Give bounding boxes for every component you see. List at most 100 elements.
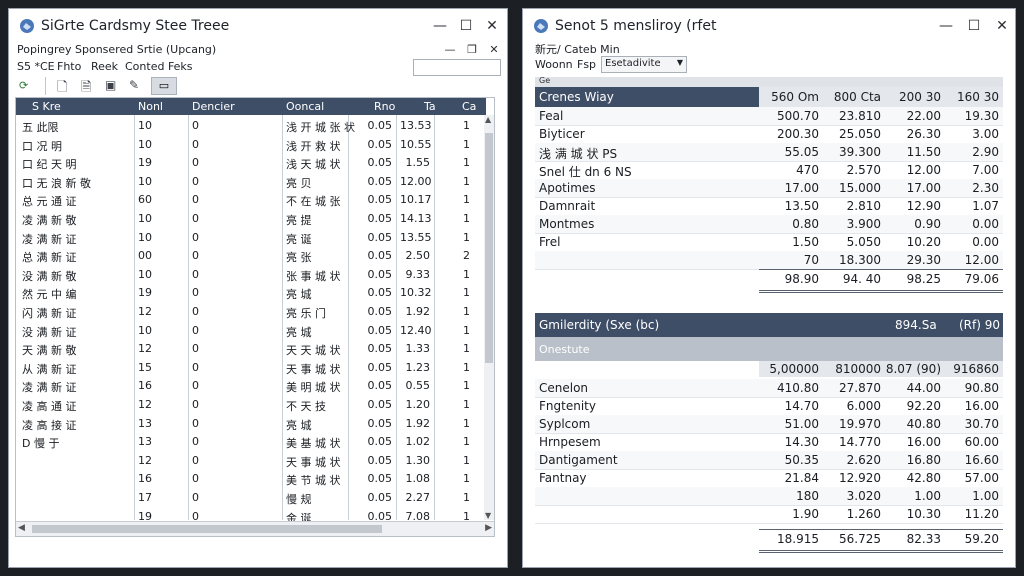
table-row[interactable]: Dantigament 50.35 2.620 16.80 16.60 [535, 451, 1003, 470]
table-row[interactable]: 闪 满 新 证 12 0 亮 乐 门 0.05 1.92 1 [16, 302, 484, 320]
table-row[interactable]: Snel 仕 dn 6 ΝS 470 2.570 12.00 7.00 [535, 161, 1003, 180]
table-cell: 0.05 [367, 398, 393, 411]
maximize-button[interactable]: ☐ [967, 18, 981, 34]
table-row[interactable]: Syplcom 51.00 19.970 40.80 30.70 [535, 415, 1003, 434]
table-row[interactable]: 16 0 美 节 城 状 0.05 1.08 1 [16, 469, 484, 487]
table-cell: 0 [192, 156, 199, 170]
sub-min-button[interactable]: — [444, 43, 456, 56]
table-row[interactable]: 凌 满 新 敬 10 0 亮 提 0.05 14.13 1 [16, 209, 484, 227]
table-cell: 12 [138, 398, 152, 411]
table-row[interactable]: Feal 500.70 23.810 22.00 19.30 [535, 107, 1003, 126]
table-cell: 1.92 [405, 305, 431, 318]
table-cell: 10.17 [400, 193, 432, 207]
scroll-thumb[interactable] [485, 133, 493, 363]
col-header-rno[interactable]: Rno [374, 100, 396, 113]
table-row[interactable]: Apotimes 17.00 15.000 17.00 2.30 [535, 179, 1003, 198]
col-header-ta[interactable]: Ta [424, 100, 436, 113]
table-cell: 10 [138, 267, 152, 281]
new-file-icon[interactable]: 🗋 [57, 80, 68, 95]
table-row[interactable]: Fantnay 21.84 12.920 42.80 57.00 [535, 469, 1003, 488]
table-cell: 闪 满 新 证 [22, 307, 77, 320]
scroll-right-icon[interactable]: ▶ [485, 523, 492, 533]
edit-icon[interactable]: ✎ [129, 78, 140, 92]
table-row[interactable]: 凌 高 通 证 12 0 不 天 技 0.05 1.20 1 [16, 395, 484, 413]
col-header-nonl[interactable]: Nonl [138, 100, 163, 113]
table-row[interactable]: 口 无 浪 新 敬 10 0 亮 贝 0.05 12.00 1 [16, 172, 484, 190]
table-row[interactable]: 浅 满 城 状 PS 55.05 39.300 11.50 2.90 [535, 143, 1003, 162]
scroll-hthumb[interactable] [32, 525, 382, 533]
table-row[interactable]: Frel 1.50 5.050 10.20 0.00 [535, 233, 1003, 252]
refresh-icon[interactable]: ⟳ [19, 79, 29, 92]
table-row[interactable]: 然 元 中 编 19 0 亮 城 0.05 10.32 1 [16, 283, 484, 301]
table-row[interactable]: 口 况 明 10 0 浅 开 救 状 0.05 10.55 1 [16, 135, 484, 153]
table-row[interactable]: 口 纪 天 明 19 0 浅 天 城 状 0.05 1.55 1 [16, 153, 484, 171]
table-row[interactable]: Fngtenity 14.70 6.000 92.20 16.00 [535, 397, 1003, 416]
summary-col-4: 160 30 [957, 90, 999, 104]
table-cell: 2.50 [405, 249, 431, 263]
filter-dropdown[interactable]: Esetadivite ▼ [601, 56, 687, 73]
document-icon[interactable]: 🗎 [81, 80, 92, 95]
minimize-button[interactable]: — [433, 18, 447, 34]
table-row[interactable]: 天 满 新 敬 12 0 天 天 城 状 0.05 1.33 1 [16, 339, 484, 357]
table-cell: 亮 张 [286, 251, 312, 265]
scroll-down-icon[interactable]: ▼ [485, 511, 492, 520]
table-row[interactable]: 70 18.300 29.30 12.00 [535, 251, 1003, 270]
table-cell: 13.55 [400, 230, 432, 244]
table-row[interactable]: 五 此限 10 0 浅 开 城 张 状 0.05 13.53 1 [16, 116, 484, 134]
table-row[interactable]: 凌 满 新 证 10 0 亮 诞 0.05 13.55 1 [16, 228, 484, 246]
table-row[interactable]: 总 满 新 证 00 0 亮 张 0.05 2.50 2 [16, 246, 484, 264]
table-row[interactable]: 没 满 新 证 10 0 亮 城 0.05 12.40 1 [16, 321, 484, 339]
table-row[interactable]: 凌 满 新 证 16 0 美 明 城 状 0.05 0.55 1 [16, 376, 484, 394]
table-row[interactable]: 12 0 天 事 城 状 0.05 1.30 1 [16, 451, 484, 469]
table-cell: 0 [192, 453, 199, 467]
table-row[interactable]: 1.90 1.260 10.30 11.20 [535, 505, 1003, 524]
search-input[interactable] [413, 59, 501, 76]
table-row[interactable]: 17 0 慢 规 0.05 2.27 1 [16, 488, 484, 506]
subhead-2: 810000 [835, 362, 881, 376]
table-cell: 13 [138, 416, 152, 430]
minimize-button[interactable]: — [939, 18, 953, 34]
table-cell: 1 [463, 379, 470, 393]
table-cell: 1.08 [405, 472, 431, 486]
horizontal-scrollbar[interactable]: ◀ ▶ [16, 521, 494, 536]
table-row[interactable]: 没 满 新 敬 10 0 张 事 城 状 0.05 9.33 1 [16, 265, 484, 283]
menu-item-conted[interactable]: Conted Feks [125, 60, 193, 73]
sub-close-button[interactable]: ✕ [489, 43, 499, 56]
table-row[interactable]: 19 0 金 诞 0.05 7.08 1 [16, 507, 484, 525]
col-header-ooncal[interactable]: Ooncal [286, 100, 325, 113]
table-row[interactable]: Cenelon 410.80 27.870 44.00 90.80 [535, 379, 1003, 398]
table-row[interactable]: 凌 高 接 证 13 0 亮 城 0.05 1.92 1 [16, 414, 484, 432]
vertical-scrollbar[interactable]: ▲ ▼ [484, 115, 494, 520]
table-row[interactable]: D 慢 于 13 0 美 基 城 状 0.05 1.02 1 [16, 432, 484, 450]
table-row[interactable]: 180 3.020 1.00 1.00 [535, 487, 1003, 506]
menu-item-reek[interactable]: Reek [91, 60, 119, 73]
sub-restore-button[interactable]: ❐ [467, 43, 477, 56]
folder-button[interactable]: ▭ [151, 77, 177, 95]
filter-label-fsp: Fsp [577, 58, 597, 71]
table-row[interactable]: 总 元 通 证 60 0 不 在 城 张 0.05 10.17 1 [16, 190, 484, 208]
scroll-left-icon[interactable]: ◀ [18, 523, 25, 533]
menu-item-file[interactable]: S5 *CE [17, 60, 55, 73]
col-header-dencier[interactable]: Dencier [192, 100, 235, 113]
table-cell: 0 [192, 286, 199, 300]
close-button[interactable]: ✕ [996, 18, 1008, 34]
table-row[interactable]: Biyticer 200.30 25.050 26.30 3.00 [535, 125, 1003, 144]
table-cell: 0 [192, 174, 199, 188]
menu-item-photo[interactable]: Fhto [57, 60, 82, 73]
table-cell: 27.870 [839, 381, 881, 395]
maximize-button[interactable]: ☐ [459, 18, 473, 34]
col-header-ca[interactable]: Ca [462, 100, 477, 113]
table-row[interactable]: Montmes 0.80 3.900 0.90 0.00 [535, 215, 1003, 234]
similarity-section: Onestute [535, 337, 1003, 361]
image-icon[interactable]: ▣ [105, 78, 117, 92]
col-divider [348, 115, 349, 520]
table-row[interactable]: Hrnpesem 14.30 14.770 16.00 60.00 [535, 433, 1003, 452]
scroll-up-icon[interactable]: ▲ [485, 115, 492, 124]
table-row[interactable]: 从 满 新 证 15 0 天 事 城 状 0.05 1.23 1 [16, 358, 484, 376]
close-button[interactable]: ✕ [486, 18, 498, 34]
table-row[interactable]: Damnrait 13.50 2.810 12.90 1.07 [535, 197, 1003, 216]
table-cell: 2.30 [972, 181, 999, 195]
table-cell: 亮 诞 [286, 232, 312, 246]
similarity-section-label: Onestute [539, 343, 590, 356]
col-header-name[interactable]: S Kre [32, 100, 61, 113]
